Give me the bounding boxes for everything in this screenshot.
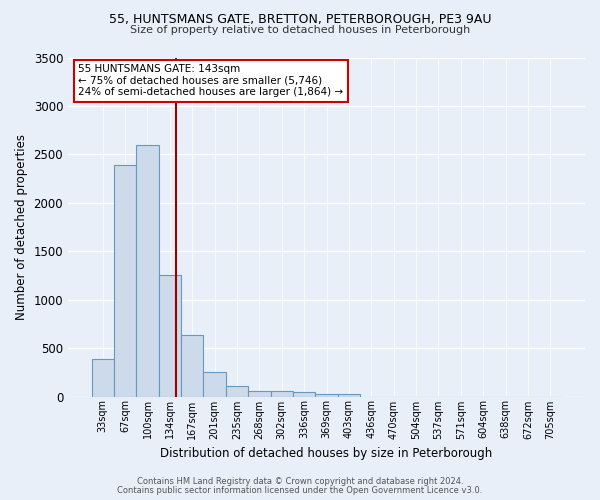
Y-axis label: Number of detached properties: Number of detached properties bbox=[15, 134, 28, 320]
Bar bbox=[158, 276, 181, 396]
Bar bbox=[316, 394, 338, 396]
Bar bbox=[248, 390, 271, 396]
Bar bbox=[92, 358, 114, 397]
Bar bbox=[203, 372, 226, 396]
Bar bbox=[136, 144, 158, 396]
Bar bbox=[226, 386, 248, 396]
Text: Contains public sector information licensed under the Open Government Licence v3: Contains public sector information licen… bbox=[118, 486, 482, 495]
Bar bbox=[293, 392, 316, 396]
Bar bbox=[114, 165, 136, 396]
X-axis label: Distribution of detached houses by size in Peterborough: Distribution of detached houses by size … bbox=[160, 447, 493, 460]
Text: Contains HM Land Registry data © Crown copyright and database right 2024.: Contains HM Land Registry data © Crown c… bbox=[137, 477, 463, 486]
Text: Size of property relative to detached houses in Peterborough: Size of property relative to detached ho… bbox=[130, 25, 470, 35]
Bar bbox=[181, 334, 203, 396]
Bar bbox=[338, 394, 360, 396]
Bar bbox=[271, 391, 293, 396]
Text: 55, HUNTSMANS GATE, BRETTON, PETERBOROUGH, PE3 9AU: 55, HUNTSMANS GATE, BRETTON, PETERBOROUG… bbox=[109, 12, 491, 26]
Text: 55 HUNTSMANS GATE: 143sqm
← 75% of detached houses are smaller (5,746)
24% of se: 55 HUNTSMANS GATE: 143sqm ← 75% of detac… bbox=[79, 64, 344, 98]
